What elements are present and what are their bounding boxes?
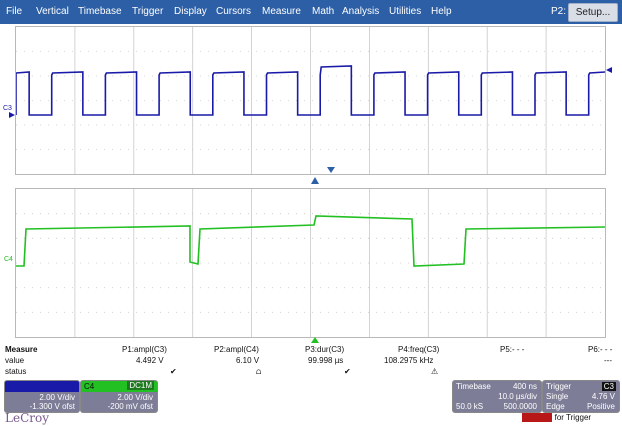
param-p2-status: ⩍: [256, 367, 262, 376]
c4-descriptor[interactable]: C4 DC1M 2.00 V/div -200 mV ofst: [80, 380, 158, 413]
param-p3-name[interactable]: P3:dur(C3): [305, 345, 345, 354]
trigger-source: C3: [601, 382, 616, 391]
timebase-div: 10.0 µs/div: [498, 392, 537, 401]
menu-vertical[interactable]: Vertical: [36, 6, 69, 17]
timebase-descriptor[interactable]: Timebase 400 ns 10.0 µs/div 50.0 kS 500.…: [452, 380, 542, 413]
c3-descriptor-label: C3: [60, 382, 71, 391]
menu-measure[interactable]: Measure: [262, 6, 301, 17]
trigger-status: Waiting for Trigger: [522, 413, 591, 422]
grid-c4-svg: [16, 189, 605, 337]
param-indicator: P2:: [551, 6, 567, 17]
c4-offset: -200 mV ofst: [107, 402, 153, 411]
waveform-grid-c4[interactable]: [15, 188, 606, 338]
trigger-mode: Single: [546, 392, 569, 401]
c3-descriptor[interactable]: C3 2.00 V/div -1.300 V ofst: [4, 380, 80, 413]
menu-timebase[interactable]: Timebase: [78, 6, 122, 17]
c4-descriptor-header: [81, 381, 157, 392]
param-p6-value: ---: [604, 356, 612, 365]
timebase-srate: 500.0000: [503, 402, 537, 411]
param-p6-name[interactable]: P6:- - -: [588, 345, 613, 354]
c4-scale: 2.00 V/div: [117, 393, 153, 402]
c3-level-marker: [9, 112, 15, 118]
grid-c3-svg: [16, 27, 605, 174]
waveform-grid-c3[interactable]: [15, 26, 606, 175]
trigger-slope: Positive: [586, 402, 615, 411]
param-p5-name[interactable]: P5:- - -: [500, 345, 525, 354]
menu-bar: File Vertical Timebase Trigger Display C…: [0, 0, 622, 24]
param-p3-status: ✔: [344, 367, 351, 376]
param-p1-status: ✔: [170, 367, 177, 376]
channel-marker-c4: C4: [4, 256, 13, 263]
c3-descriptor-header: [5, 381, 79, 392]
trace-c4: [16, 215, 605, 267]
setup-button[interactable]: Setup...: [568, 3, 618, 22]
trigger-type: Edge: [546, 402, 565, 411]
param-p4-value: 108.2975 kHz: [384, 356, 434, 365]
c3-offset: -1.300 V ofst: [29, 402, 75, 411]
menu-utilities[interactable]: Utilities: [389, 6, 422, 17]
param-p4-status: ⚠: [431, 367, 439, 376]
timebase-delay: 400 ns: [512, 382, 537, 391]
param-p4-name[interactable]: P4:freq(C3): [398, 345, 440, 354]
gridlines-c3: [16, 27, 605, 174]
row-label-status: status: [5, 367, 27, 376]
trigger-descriptor[interactable]: Trigger C3 Single 4.76 V Edge Positive: [542, 380, 620, 413]
gridlines-c4: [16, 189, 605, 337]
menu-cursors[interactable]: Cursors: [216, 6, 252, 17]
param-p1-value: 4.492 V: [136, 356, 164, 365]
trigger-time-marker: [311, 177, 319, 184]
c4-coupling: DC1M: [127, 381, 154, 390]
c3-scale: 2.00 V/div: [39, 393, 75, 402]
menu-display[interactable]: Display: [174, 6, 207, 17]
trigger-delay-marker: [311, 337, 319, 343]
trigger-level: 4.76 V: [591, 392, 615, 401]
trace-c3: [16, 65, 605, 116]
menu-analysis[interactable]: Analysis: [342, 6, 380, 17]
param-p2-name[interactable]: P2:ampl(C4): [214, 345, 259, 354]
param-p2-value: 6.10 V: [236, 356, 260, 365]
menu-trigger[interactable]: Trigger: [132, 6, 164, 17]
measure-title: Measure: [5, 345, 38, 354]
lecroy-logo: LeCroy: [5, 411, 49, 425]
timebase-label: Timebase: [456, 382, 491, 391]
menu-help[interactable]: Help: [431, 6, 452, 17]
trigger-level-marker: [606, 67, 612, 73]
trigger-label: Trigger: [546, 382, 572, 391]
trigger-position-marker: [327, 167, 335, 173]
menu-file[interactable]: File: [6, 6, 23, 17]
row-label-value: value: [5, 356, 25, 365]
menu-math[interactable]: Math: [312, 6, 335, 17]
param-p1-name[interactable]: P1:ampl(C3): [122, 345, 167, 354]
c4-descriptor-label: C4: [84, 382, 95, 391]
measure-panel: Measure value status P1:ampl(C3) 4.492 V…: [0, 343, 622, 379]
waiting-badge: Waiting: [522, 413, 553, 422]
timebase-samples: 50.0 kS: [456, 402, 484, 411]
param-p3-value: 99.998 µs: [308, 356, 344, 365]
trigger-status-text: for Trigger: [554, 413, 592, 422]
channel-marker-c3: C3: [3, 105, 12, 112]
